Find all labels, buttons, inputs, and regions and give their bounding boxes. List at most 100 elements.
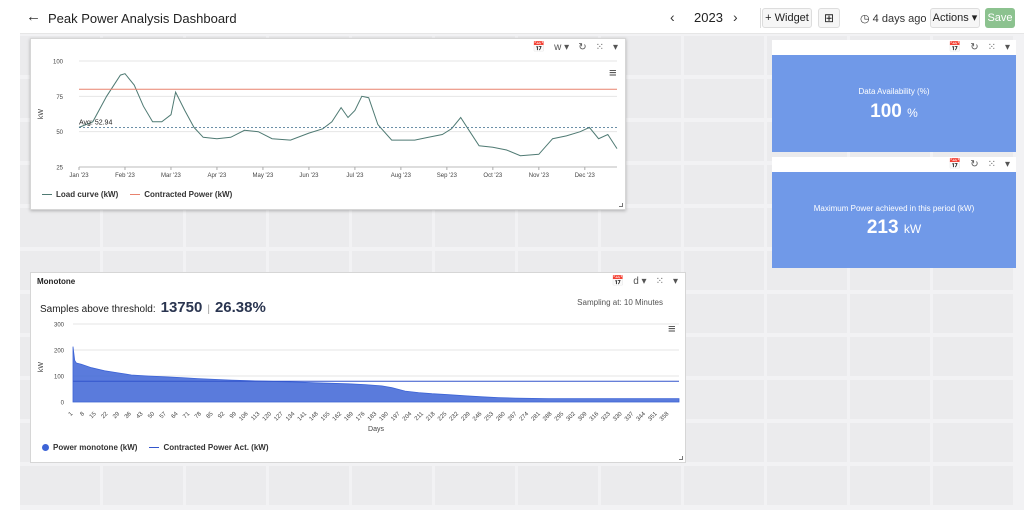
load-curve-legend-label[interactable]: Load curve (kW): [56, 190, 119, 199]
chart-menu-icon[interactable]: ≡: [668, 321, 676, 336]
x-tick-label: 176: [355, 411, 367, 423]
x-tick-label: 29: [112, 411, 121, 420]
calendar-icon[interactable]: 📅: [532, 42, 546, 53]
x-tick-label: 92: [217, 411, 226, 420]
x-tick-label: Apr '23: [208, 173, 227, 179]
kpi-value: 213 kW: [772, 217, 1016, 239]
back-arrow-icon[interactable]: ←: [26, 8, 41, 25]
refresh-icon[interactable]: ↻: [578, 42, 587, 53]
resize-handle[interactable]: [619, 203, 623, 207]
x-tick-label: 351: [647, 411, 659, 423]
contracted-act-legend-label[interactable]: Contracted Power Act. (kW): [163, 443, 269, 452]
x-tick-label: 232: [449, 411, 461, 423]
top-toolbar: ← Peak Power Analysis Dashboard ‹ 2023 ›…: [20, 0, 1024, 34]
panel-title: Monotone: [37, 277, 76, 286]
x-tick-label: 78: [194, 411, 203, 420]
kpi-label: Maximum Power achieved in this period (k…: [813, 204, 975, 213]
x-tick-label: 36: [124, 411, 133, 420]
x-tick-label: 239: [460, 411, 472, 423]
add-widget-button[interactable]: + Widget: [762, 8, 812, 28]
x-tick-label: May '23: [253, 173, 274, 179]
y-tick-label: 0: [61, 401, 65, 407]
calendar-icon[interactable]: 📅: [611, 276, 625, 287]
chart-menu-icon[interactable]: ≡: [609, 65, 617, 80]
calendar-icon[interactable]: 📅: [948, 42, 962, 53]
x-tick-label: 211: [414, 411, 425, 422]
prev-year-chevron-icon[interactable]: ‹: [670, 9, 675, 25]
max-power-kpi: Maximum Power achieved in this period (k…: [772, 172, 1016, 268]
x-tick-label: 162: [332, 411, 344, 423]
x-tick-label: Jul '23: [346, 173, 364, 179]
grid-cell: [269, 466, 349, 505]
year-selector[interactable]: 2023: [694, 10, 723, 25]
save-button[interactable]: Save: [985, 8, 1015, 28]
grid-cell: [601, 208, 681, 247]
x-tick-label: 295: [554, 411, 566, 423]
granularity-dropdown[interactable]: w ▾: [554, 42, 570, 53]
contracted-legend-label[interactable]: Contracted Power (kW): [144, 190, 233, 199]
x-tick-label: 148: [308, 411, 320, 423]
grid-cell: [684, 122, 764, 161]
x-tick-label: 120: [262, 411, 274, 423]
actions-dropdown-button[interactable]: Actions ▾: [930, 8, 980, 28]
grid-cell: [850, 423, 930, 462]
toolbar-divider: [760, 8, 761, 28]
kpi-value: 100 %: [772, 101, 1016, 123]
refresh-icon[interactable]: ↻: [970, 159, 979, 170]
calendar-icon[interactable]: 📅: [948, 159, 962, 170]
next-year-chevron-icon[interactable]: ›: [733, 9, 738, 25]
threshold-count: 13750: [160, 299, 203, 316]
last-update-label: 4 days ago: [872, 13, 927, 25]
grid-cell: [684, 294, 764, 333]
x-tick-label: 267: [507, 411, 519, 423]
y-axis-label: kW: [38, 362, 45, 373]
load-legend: Load curve (kW) Contracted Power (kW): [42, 190, 232, 199]
grid-cell: [850, 294, 930, 333]
x-tick-label: 344: [636, 411, 648, 423]
grid-cell: [352, 466, 432, 505]
x-tick-label: 85: [206, 411, 215, 420]
x-tick-label: 358: [659, 411, 671, 423]
drag-handle-icon[interactable]: ⁙: [987, 159, 996, 170]
x-tick-label: 274: [519, 411, 531, 423]
x-tick-label: 260: [495, 411, 507, 423]
resize-handle[interactable]: [679, 456, 683, 460]
refresh-icon[interactable]: ↻: [970, 42, 979, 53]
grid-cell: [684, 165, 764, 204]
max-power-panel-header: 📅 ↻ ⁙ ▾: [772, 157, 1016, 172]
actions-label: Actions: [932, 12, 969, 24]
load-curve-chart: 25 50 75 100 kW Jan '23 Feb '23 Mar '23 Apr '23 M…: [38, 60, 618, 179]
panel-menu-chevron-icon[interactable]: ▾: [1004, 159, 1010, 170]
grid-cell: [684, 423, 764, 462]
grid-cell: [767, 466, 847, 505]
x-tick-label: 197: [390, 411, 402, 423]
max-power-toolbar: 📅 ↻ ⁙ ▾: [949, 159, 1010, 170]
x-tick-label: Feb '23: [115, 173, 135, 179]
contracted-act-legend-swatch: [149, 447, 160, 448]
x-tick-label: 134: [285, 411, 297, 423]
granularity-dropdown[interactable]: d ▾: [633, 276, 647, 287]
x-axis-label: Days: [368, 426, 384, 433]
grid-cell: [684, 380, 764, 419]
power-monotone-series: [72, 346, 680, 403]
y-tick-label: 100: [54, 375, 65, 381]
panel-menu-chevron-icon[interactable]: ▾: [672, 276, 678, 287]
drag-handle-icon[interactable]: ⁙: [595, 42, 604, 53]
threshold-label: Samples above threshold:: [40, 304, 156, 315]
grid-cell: [186, 466, 266, 505]
drag-handle-icon[interactable]: ⁙: [655, 276, 664, 287]
monotone-legend-label[interactable]: Power monotone (kW): [53, 443, 138, 452]
x-tick-label: 281: [531, 411, 543, 423]
threshold-percent: 26.38%: [214, 299, 266, 316]
panel-menu-chevron-icon[interactable]: ▾: [612, 42, 618, 53]
contracted-legend-swatch: [130, 194, 141, 195]
grid-cell: [933, 337, 1013, 376]
sidebar: [0, 0, 20, 510]
panel-menu-chevron-icon[interactable]: ▾: [1004, 42, 1010, 53]
drag-handle-icon[interactable]: ⁙: [987, 42, 996, 53]
add-box-icon[interactable]: ⊞: [818, 8, 840, 28]
y-tick-label: 200: [54, 349, 65, 355]
grid-cell: [684, 466, 764, 505]
grid-cell: [435, 466, 515, 505]
granularity-label: d: [633, 276, 639, 287]
